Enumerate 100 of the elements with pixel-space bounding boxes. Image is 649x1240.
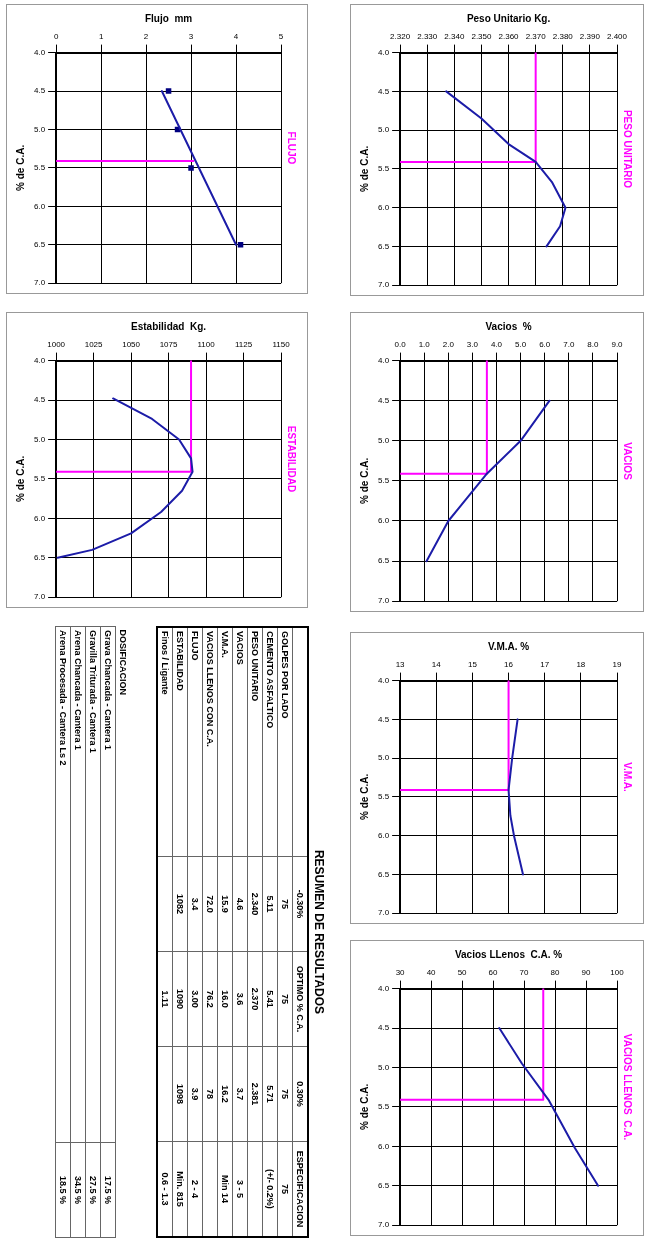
text: 2.381 <box>250 1082 260 1106</box>
text: 72.0 <box>205 895 215 913</box>
x-tick-label: 1000 <box>47 340 66 349</box>
text: 1.11 <box>160 990 170 1008</box>
y-tick-label: 5.5 <box>378 1102 390 1112</box>
x-tick-label: 2.360 <box>498 32 520 41</box>
category-label: -0.30% <box>292 856 308 952</box>
x-tick-label: 3 <box>188 32 194 41</box>
x-tick-label: 4 <box>233 32 239 41</box>
x-tick-label: 2.400 <box>606 32 628 41</box>
text: 4.6 <box>235 897 245 911</box>
x-tick-label: 2.340 <box>444 32 465 41</box>
x-tick-label: 2.350 <box>471 32 493 41</box>
x-tick-label: 7.0 <box>563 340 575 349</box>
category-label: GOLPES POR LADO <box>280 631 290 719</box>
x-tick-label: 14 <box>431 660 442 669</box>
y-tick-label: 6.5 <box>34 239 46 249</box>
category-label: Gravilla Triturada - Cantera 1 <box>88 630 98 754</box>
y-tick-label: 5.0 <box>34 434 46 444</box>
point <box>237 242 244 248</box>
text: 75 <box>280 898 290 909</box>
x-tick-label: 13 <box>395 660 406 669</box>
y-tick-label: 6.5 <box>378 241 390 251</box>
y-tick-label: 5.0 <box>378 1062 390 1072</box>
text: 18.5 % <box>58 1175 68 1205</box>
y-tick-label: 4.0 <box>378 675 390 685</box>
y-tick-label: 6.0 <box>34 201 46 211</box>
category-label: VACIOS <box>235 631 245 665</box>
text: 0.6 - 1.3 <box>160 1172 170 1206</box>
y-tick-label: 5.5 <box>378 164 390 174</box>
x-tick-label: 90 <box>581 968 592 977</box>
text: RESUMEN DE RESULTADOS <box>311 848 327 1017</box>
y-tick-label: 4.5 <box>378 395 390 405</box>
text: 2 - 4 <box>190 1179 200 1198</box>
text: Min. 815 <box>175 1171 185 1207</box>
x-tick-label: 2.380 <box>552 32 574 41</box>
category-label: ESPECIFICACION <box>292 1141 308 1237</box>
text: 27.5 % <box>88 1175 98 1205</box>
text: 16.2 <box>220 1085 230 1103</box>
text: 2.340 <box>250 892 260 916</box>
y-tick-label: 5.0 <box>378 753 390 763</box>
y-tick-label: 7.0 <box>34 278 46 288</box>
text: 1090 <box>175 988 185 1010</box>
y-axis-title: % de C.A. <box>14 455 26 502</box>
y-tick-label: 6.0 <box>34 513 46 523</box>
x-tick-label: 70 <box>519 968 530 977</box>
text: PESO UNITARIO <box>622 109 634 189</box>
text: 3.00 <box>190 990 200 1008</box>
y-axis-title: % de C.A. <box>358 773 370 820</box>
text: 75 <box>280 993 290 1004</box>
y-tick-label: 5.0 <box>378 125 390 135</box>
x-tick-label: 4.0 <box>490 340 503 349</box>
y-tick-label: 5.5 <box>378 792 390 802</box>
x-axis-title: Vacios LLenos C.A. % <box>454 948 563 960</box>
x-tick-label: 6.0 <box>539 340 551 349</box>
x-tick-label: 5 <box>278 32 284 41</box>
x-tick-label: 100 <box>610 968 625 977</box>
x-tick-label: 18 <box>576 660 586 669</box>
y-tick-label: 4.0 <box>34 47 46 57</box>
x-tick-label: 2 <box>143 32 149 41</box>
text: ESTABILIDAD <box>286 425 298 493</box>
x-tick-label: 1125 <box>234 340 253 349</box>
y-tick-label: 4.0 <box>378 355 390 365</box>
x-tick-label: 60 <box>488 968 499 977</box>
text: FLUJO <box>286 131 298 165</box>
y-tick-label: 6.0 <box>378 202 390 212</box>
text: 3.9 <box>190 1087 200 1101</box>
y-tick-label: 7.0 <box>34 592 46 602</box>
text: 5.11 <box>265 895 275 913</box>
x-tick-label: 1050 <box>122 340 141 349</box>
x-tick-label: 9.0 <box>611 340 624 349</box>
text: 3.6 <box>235 992 245 1006</box>
point <box>188 165 194 171</box>
text: 3.7 <box>235 1087 245 1101</box>
y-tick-label: 4.0 <box>378 47 390 57</box>
y-axis-title: % de C.A. <box>14 144 26 191</box>
x-tick-label: 15 <box>467 660 478 669</box>
text: 5.71 <box>265 1085 275 1103</box>
text: 1098 <box>175 1083 185 1105</box>
x-tick-label: 1.0 <box>418 340 431 349</box>
y-tick-label: 6.5 <box>378 869 390 879</box>
y-tick-label: 5.0 <box>34 124 46 134</box>
text: 3 - 5 <box>235 1179 245 1198</box>
text: 75 <box>280 1183 290 1194</box>
x-tick-label: 2.0 <box>442 340 455 349</box>
x-tick-label: 1150 <box>272 340 291 349</box>
y-tick-label: 5.5 <box>34 163 46 173</box>
y-tick-label: 4.5 <box>378 1023 390 1033</box>
x-tick-label: 80 <box>550 968 561 977</box>
y-tick-label: 6.0 <box>378 830 390 840</box>
x-axis-title: Vacios % <box>485 320 532 332</box>
y-tick-label: 6.5 <box>34 552 46 562</box>
text: 5.41 <box>265 990 275 1008</box>
text: DOSIFICACION <box>117 628 129 697</box>
category-label: Arena Chancada - Cantera 1 <box>73 630 83 751</box>
category-label: ESTABILIDAD <box>175 631 185 691</box>
text: 78 <box>205 1088 215 1099</box>
x-tick-label: 16 <box>504 660 514 669</box>
x-tick-label: 40 <box>426 968 437 977</box>
y-axis-title: % de C.A. <box>358 457 370 504</box>
